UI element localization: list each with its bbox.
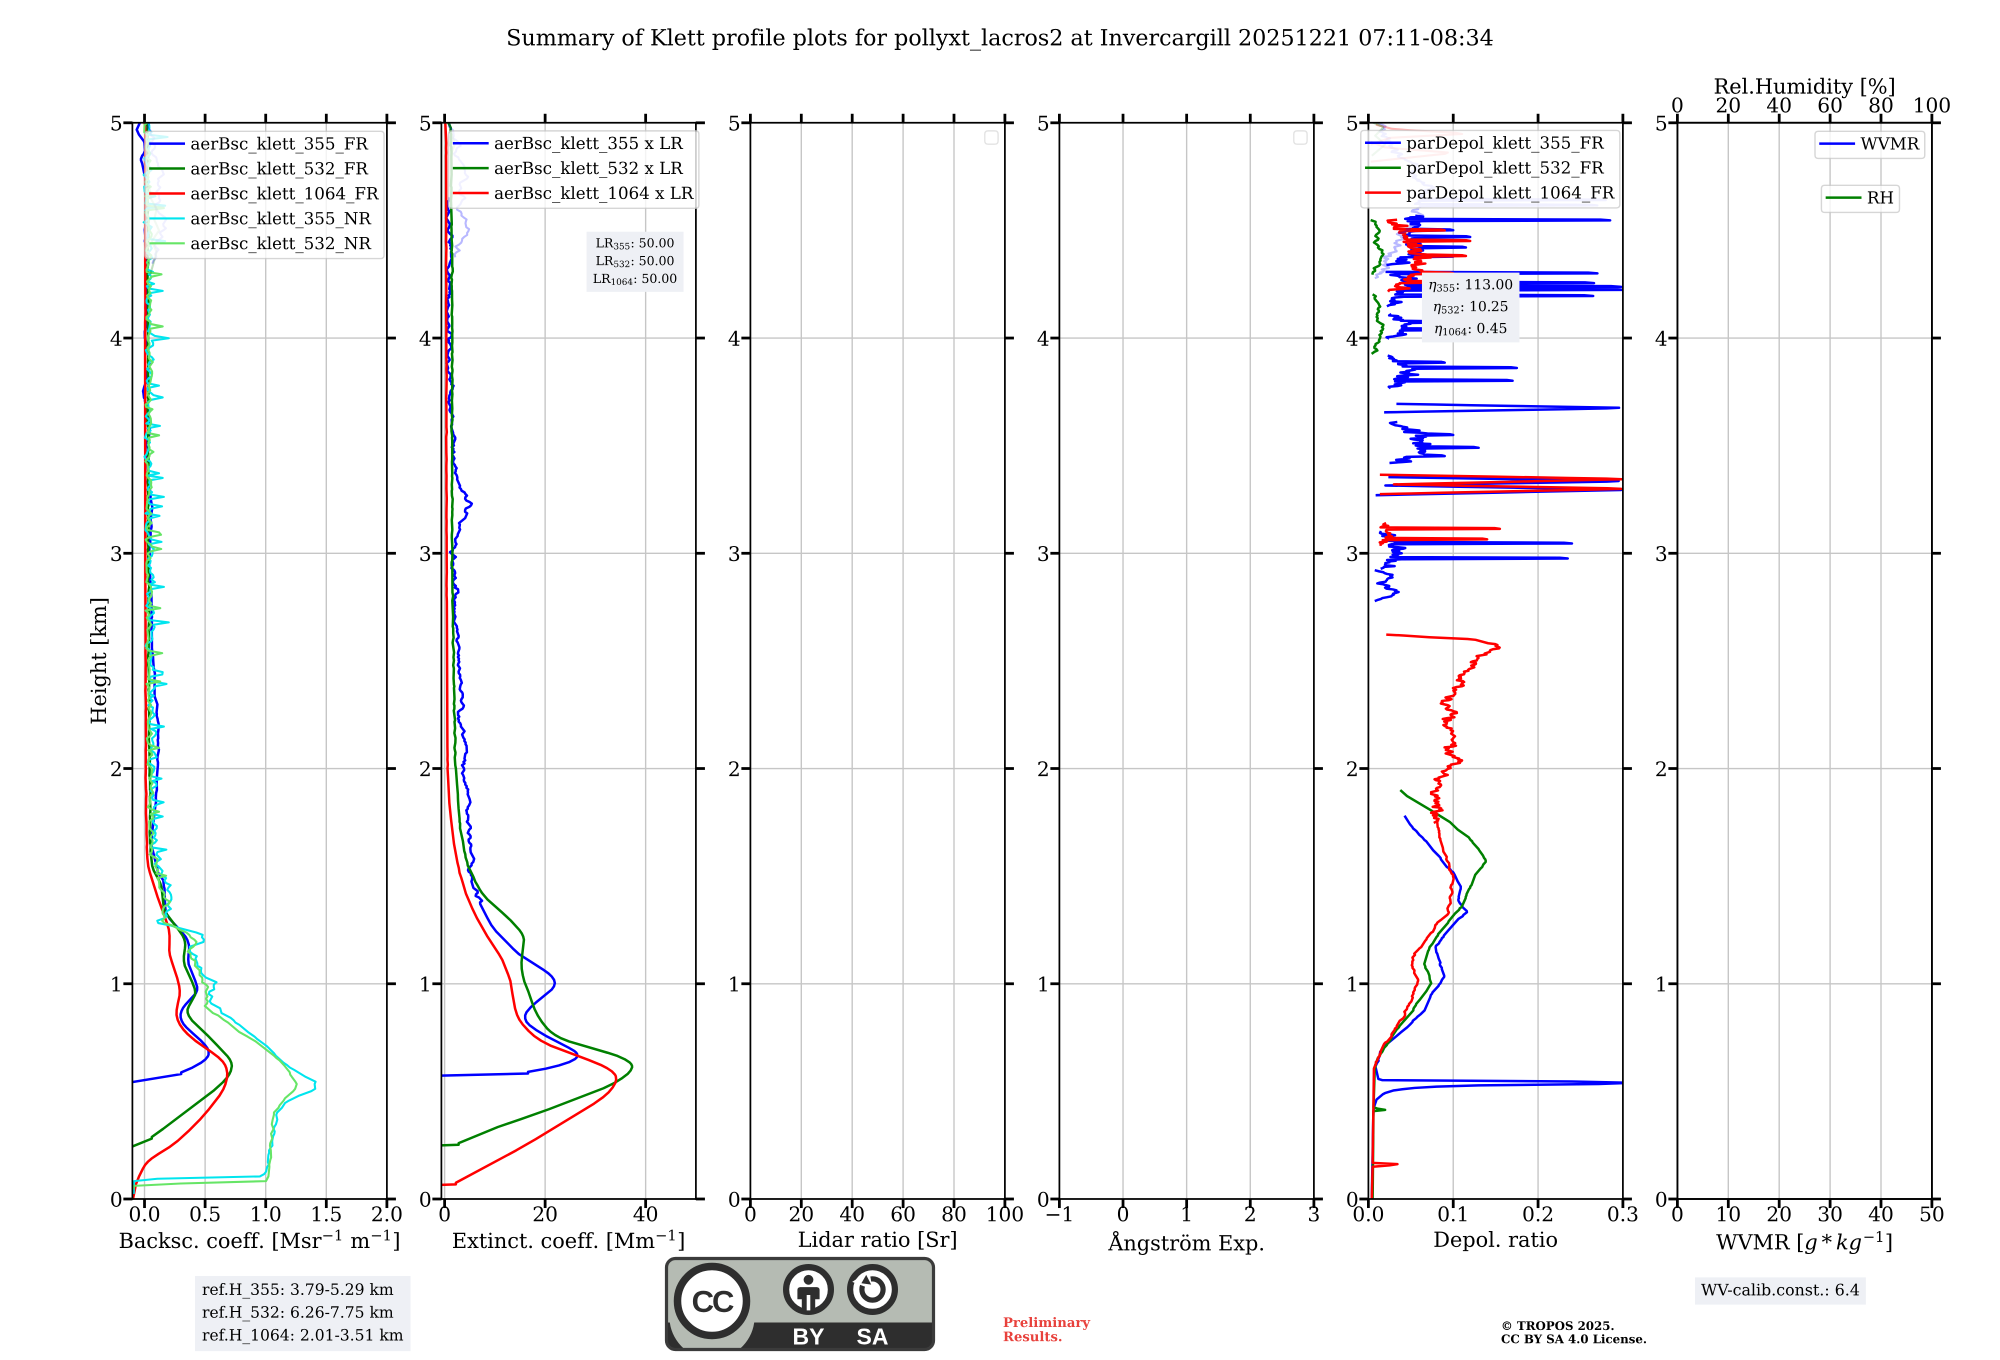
svg-text:BY: BY (793, 1324, 825, 1350)
svg-text:CC: CC (692, 1284, 734, 1319)
svg-text:SA: SA (857, 1324, 889, 1350)
